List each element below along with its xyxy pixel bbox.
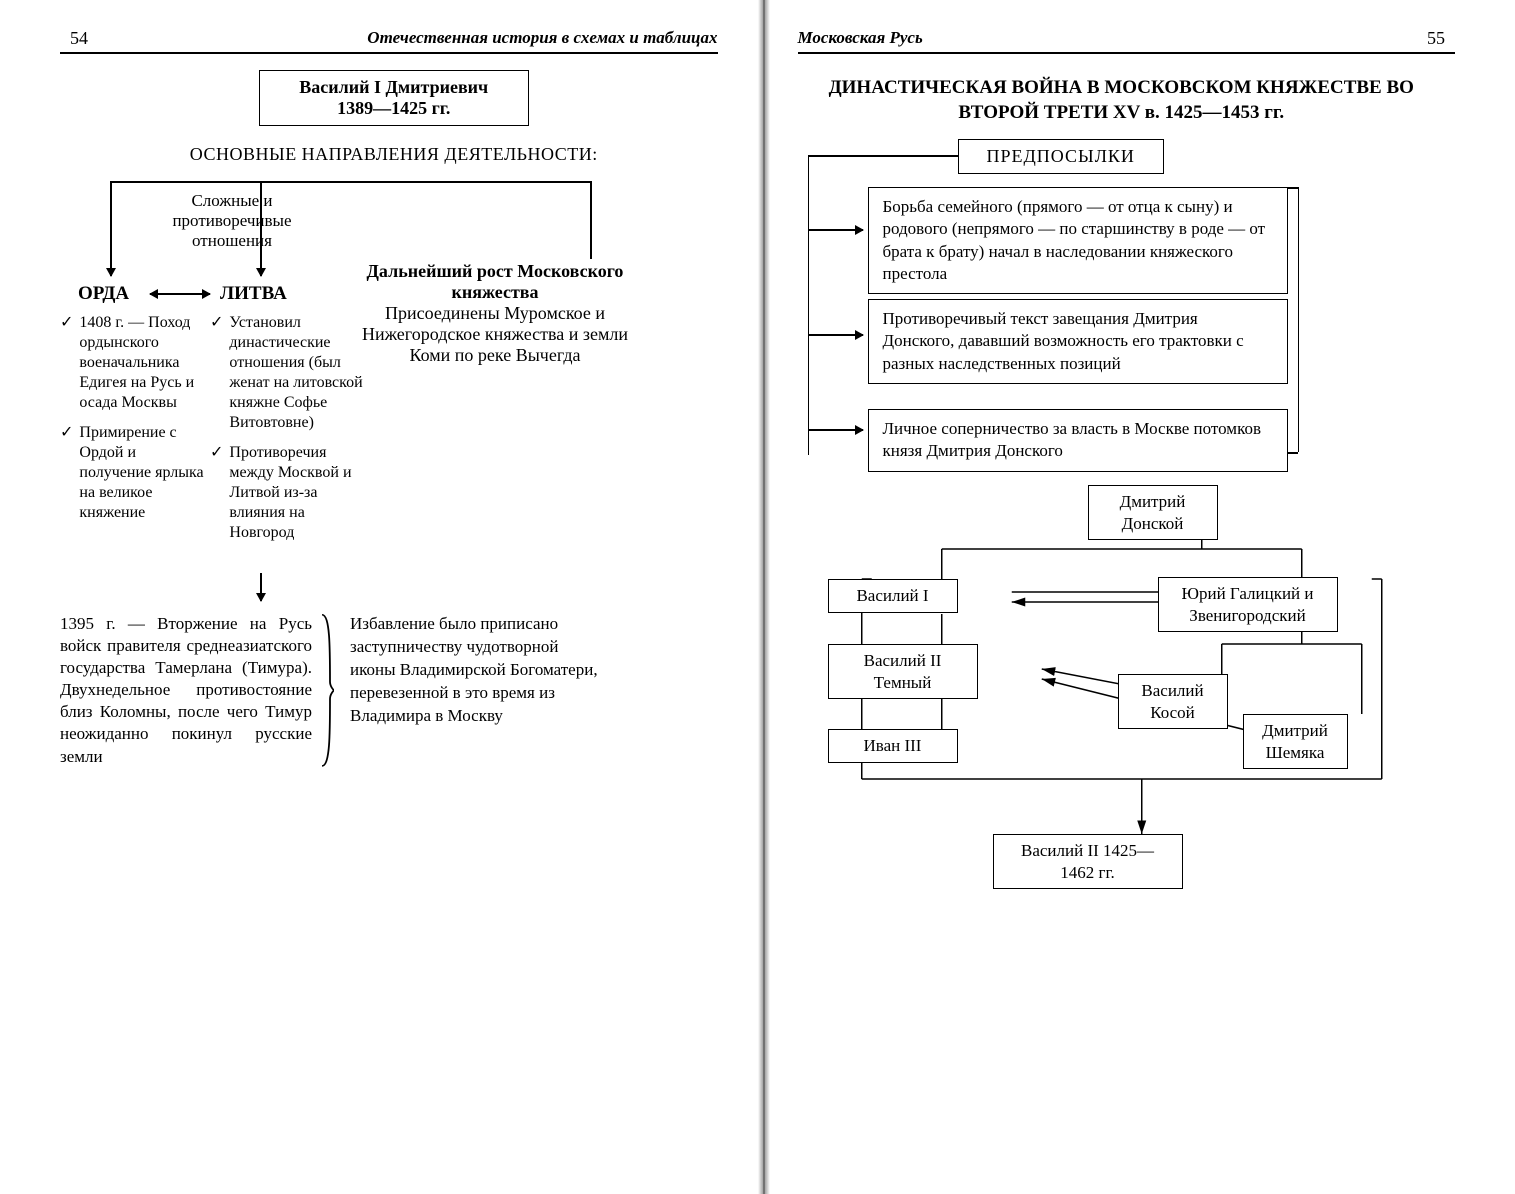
node-shemyaka: Дмитрий Шемяка [1243, 714, 1348, 769]
right-content: ДИНАСТИЧЕСКАЯ ВОЙНА В МОСКОВСКОМ КНЯЖЕСТ… [788, 70, 1456, 1174]
node-vasily2: Василий II Темный [828, 644, 978, 699]
prereq-item: Борьба семейного (прямого — от отца к сы… [868, 187, 1288, 293]
brace-icon [320, 613, 334, 768]
check-icon: ✓ [210, 443, 223, 543]
header-rule-right [798, 52, 1456, 54]
list-item: ✓Установил династические отношения (был … [210, 313, 370, 433]
prereq-right-spine [1298, 187, 1300, 452]
arrow-to-prereq2 [808, 334, 863, 336]
arrow-orda-litva-r [150, 293, 210, 295]
line-to-growth [590, 181, 592, 259]
arrow-to-orda [110, 181, 112, 276]
timur-text: 1395 г. — Вторжение на Русь войск правит… [60, 613, 330, 768]
node-vasily1: Василий I [828, 579, 958, 612]
icon-text: Избавление было приписано заступничеству… [350, 613, 600, 768]
page-right: 55 Московская Русь ДИНАСТИЧЕСКАЯ ВОЙНА В… [758, 0, 1515, 1194]
check-icon: ✓ [60, 313, 73, 413]
prereq-item: Личное соперничество за власть в Москве … [868, 409, 1288, 471]
left-content: Василий I Дмитриевич 1389—1425 гг. ОСНОВ… [60, 70, 728, 1174]
bottom-row: 1395 г. — Вторжение на Русь войск правит… [60, 613, 728, 768]
orda-list: ✓1408 г. — Поход ордынского военачальник… [60, 313, 210, 533]
check-icon: ✓ [210, 313, 223, 433]
complex-relations-text: Сложные и противоречивые отношения [152, 191, 312, 251]
page-left: 54 Отечественная история в схемах и табл… [0, 0, 758, 1194]
genealogy-tree: Дмитрий Донской Василий I Юрий Галицкий … [788, 479, 1456, 939]
list-item: ✓Противоречия между Москвой и Литвой из-… [210, 443, 370, 543]
right-title: ДИНАСТИЧЕСКАЯ ВОЙНА В МОСКОВСКОМ КНЯЖЕСТ… [788, 76, 1456, 125]
list-item: ✓Примирение с Ордой и получение ярлыка н… [60, 423, 210, 523]
growth-body: Присоединены Муромское и Нижегородское к… [360, 303, 630, 366]
list-item: ✓1408 г. — Поход ордынского военачальник… [60, 313, 210, 413]
prereq-item: Противоречивый текст завещания Дмитрия Д… [868, 299, 1288, 383]
arrow-down-litva [260, 573, 262, 601]
running-head-left: Отечественная история в схемах и таблица… [367, 28, 717, 48]
node-result: Василий II 1425—1462 гг. [993, 834, 1183, 889]
bracket-seg [1288, 187, 1298, 189]
node-yuri: Юрий Галицкий и Звенигородский [1158, 577, 1338, 632]
ruler-years: 1389—1425 гг. [278, 98, 510, 119]
prereq-diagram: ПРЕДПОСЫЛКИ Борьба семейного (прямого — … [788, 139, 1456, 479]
page-number-right: 55 [1427, 28, 1445, 49]
growth-block: Дальнейший рост Московского княжества Пр… [360, 261, 630, 366]
running-head-right: Московская Русь [798, 28, 923, 48]
node-donskoy: Дмитрий Донской [1088, 485, 1218, 540]
orda-label: ОРДА [78, 283, 129, 305]
prereq-label: ПРЕДПОСЫЛКИ [958, 139, 1164, 174]
ruler-name: Василий I Дмитриевич [278, 77, 510, 98]
page-number-left: 54 [70, 28, 88, 49]
check-icon: ✓ [60, 423, 73, 523]
litva-label: ЛИТВА [220, 283, 287, 305]
relations-diagram: Сложные и противоречивые отношения ОРДА … [60, 173, 728, 603]
section-heading: ОСНОВНЫЕ НАПРАВЛЕНИЯ ДЕЯТЕЛЬНОСТИ: [60, 144, 728, 165]
header-rule-left [60, 52, 718, 54]
diagram-line [110, 181, 590, 183]
bracket-seg [1288, 452, 1298, 454]
litva-list: ✓Установил династические отношения (был … [210, 313, 370, 553]
prereq-top-h [808, 155, 958, 157]
ruler-title-box: Василий I Дмитриевич 1389—1425 гг. [259, 70, 529, 126]
growth-heading: Дальнейший рост Московского княжества [360, 261, 630, 303]
arrow-to-prereq3 [808, 429, 863, 431]
arrow-to-prereq1 [808, 229, 863, 231]
prereq-spine [808, 155, 810, 455]
node-ivan3: Иван III [828, 729, 958, 762]
node-kosoy: Василий Косой [1118, 674, 1228, 729]
